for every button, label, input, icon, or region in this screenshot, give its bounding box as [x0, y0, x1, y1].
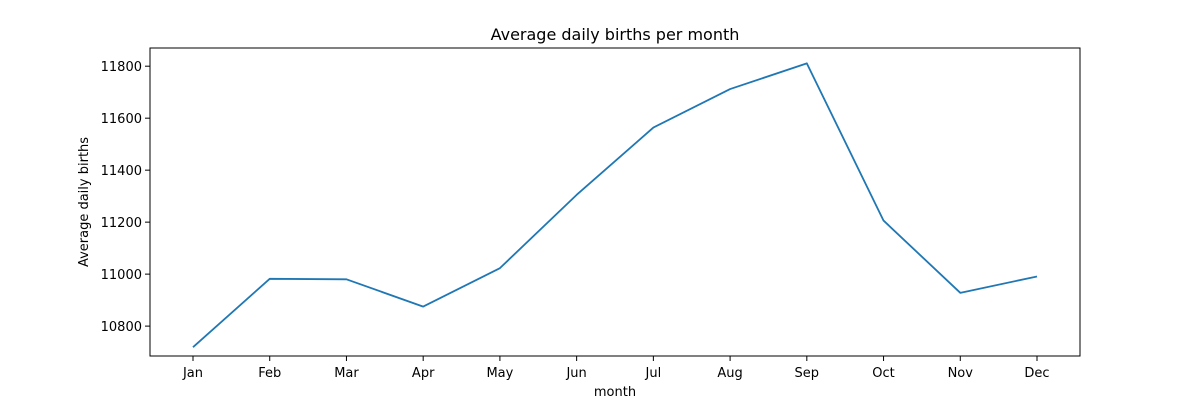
x-tick-label: May [486, 366, 513, 381]
y-tick-label: 11600 [101, 112, 142, 127]
x-tick-label: Sep [795, 366, 820, 381]
x-tick-label: Feb [258, 366, 281, 381]
y-axis-label: Average daily births [77, 137, 92, 267]
y-tick-label: 11200 [101, 216, 142, 231]
x-tick-label: Dec [1024, 366, 1049, 381]
x-tick-label: Aug [717, 366, 742, 381]
y-tick-label: 10800 [101, 320, 142, 335]
y-tick-label: 11000 [101, 268, 142, 283]
series-layer [192, 62, 1038, 348]
y-tick-label: 11800 [101, 60, 142, 75]
x-tick-label: Nov [948, 366, 974, 381]
x-axis: Jan Feb Mar Apr May Jun Jul Aug Sep Oct Nov Dec [182, 356, 1050, 381]
series-line [192, 62, 1038, 348]
x-axis-label: month [594, 385, 636, 400]
y-axis: 10800 11000 11200 11400 11600 11800 [101, 60, 150, 335]
x-tick-label: Jun [565, 366, 586, 381]
y-tick-label: 11400 [101, 164, 142, 179]
x-tick-label: Mar [334, 366, 359, 381]
plot-area-frame [149, 47, 1081, 357]
x-tick-label: Jan [182, 366, 203, 381]
x-tick-label: Apr [412, 366, 435, 381]
x-tick-label: Oct [872, 366, 894, 381]
x-tick-label: Jul [645, 366, 662, 381]
chart-title: Average daily births per month [491, 25, 740, 44]
